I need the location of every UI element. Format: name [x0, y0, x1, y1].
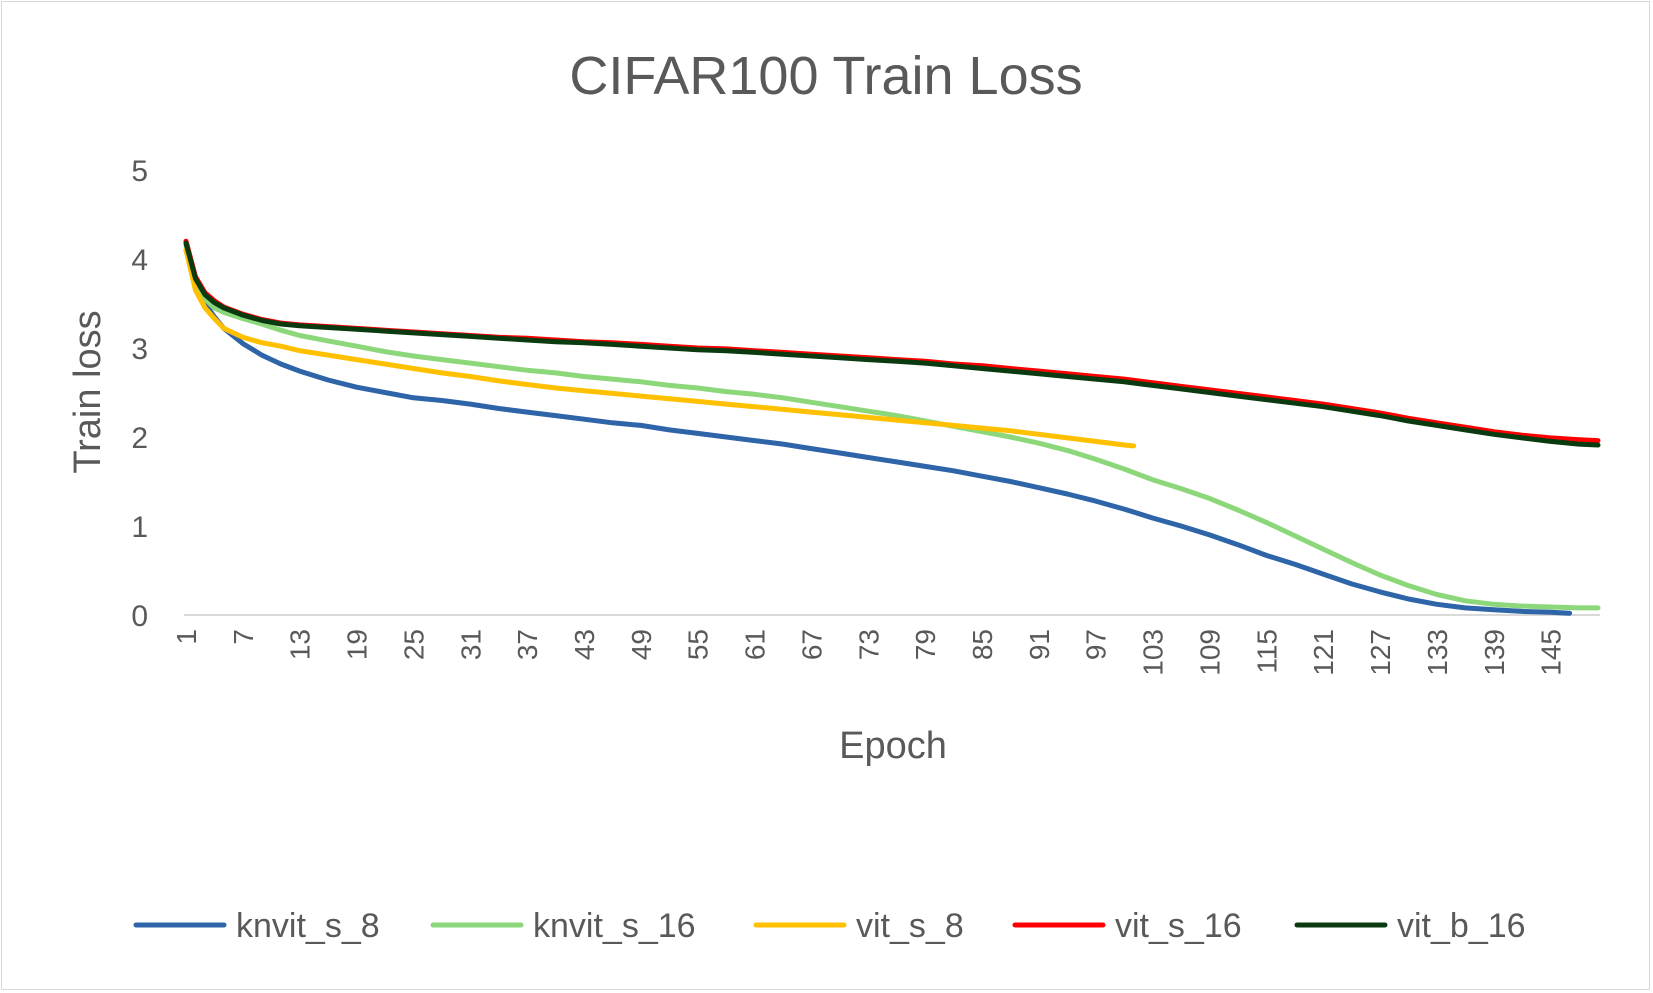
- series-line-knvit-s-8: [183, 247, 1573, 616]
- x-tick-label: 103: [1138, 629, 1169, 676]
- x-tick-label: 19: [342, 629, 373, 660]
- y-tick-label: 2: [131, 422, 148, 455]
- x-tick-label: 43: [569, 629, 600, 660]
- legend-label-knvit-s-8: knvit_s_8: [236, 907, 380, 945]
- legend: knvit_s_8 knvit_s_16 vit_s_8 vit_s_16 vit_b_…: [133, 907, 1526, 945]
- x-tick-label: 139: [1479, 629, 1510, 676]
- y-tick-label: 1: [131, 511, 148, 544]
- series-line-vit-s-8: [183, 247, 1137, 449]
- x-tick-label: 145: [1536, 629, 1567, 676]
- x-tick-label: 115: [1251, 629, 1282, 674]
- x-tick-label: 85: [967, 629, 998, 660]
- y-tick-label: 0: [131, 600, 148, 633]
- series-line-vit-b-16: [183, 240, 1601, 448]
- legend-label-knvit-s-16: knvit_s_16: [533, 907, 696, 945]
- x-tick-label: 91: [1024, 629, 1055, 660]
- x-tick-label: 13: [285, 629, 316, 660]
- y-tick-label: 3: [131, 333, 148, 366]
- legend-label-vit-s-16: vit_s_16: [1115, 907, 1242, 945]
- x-tick-label: 133: [1422, 629, 1453, 676]
- x-tick-label: 31: [455, 629, 486, 660]
- legend-label-vit-s-8: vit_s_8: [856, 907, 964, 945]
- x-tick-label: 61: [740, 629, 771, 660]
- x-tick-label: 97: [1081, 629, 1112, 660]
- chart-title: CIFAR100 Train Loss: [569, 46, 1082, 106]
- y-axis-title: Train loss: [67, 310, 109, 473]
- x-tick-label: 7: [228, 629, 259, 645]
- series-lines: [183, 238, 1601, 616]
- x-tick-label: 55: [683, 629, 714, 660]
- legend-label-vit-b-16: vit_b_16: [1397, 907, 1526, 945]
- series-line-vit-s-16: [183, 238, 1601, 444]
- x-tick-label: 79: [910, 629, 941, 660]
- x-tick-label: 73: [853, 629, 884, 660]
- x-tick-label: 109: [1194, 629, 1225, 676]
- x-tick-label: 37: [512, 629, 543, 660]
- x-tick-label: 121: [1308, 629, 1339, 676]
- y-tick-label: 5: [131, 155, 148, 188]
- x-axis-ticks: 1 7 13 19 25 31 37 43 49 55 61 67 73 79 85 91 97 103 109 11…: [171, 629, 1567, 676]
- x-tick-label: 1: [171, 629, 202, 645]
- x-tick-label: 49: [626, 629, 657, 660]
- y-tick-label: 4: [131, 244, 148, 277]
- series-line-knvit-s-16: [183, 243, 1601, 611]
- y-axis-ticks: 0 1 2 3 4 5: [131, 155, 148, 633]
- x-tick-label: 127: [1365, 629, 1396, 676]
- x-axis-title: Epoch: [839, 725, 947, 767]
- x-tick-label: 25: [398, 629, 429, 660]
- x-tick-label: 67: [796, 629, 827, 660]
